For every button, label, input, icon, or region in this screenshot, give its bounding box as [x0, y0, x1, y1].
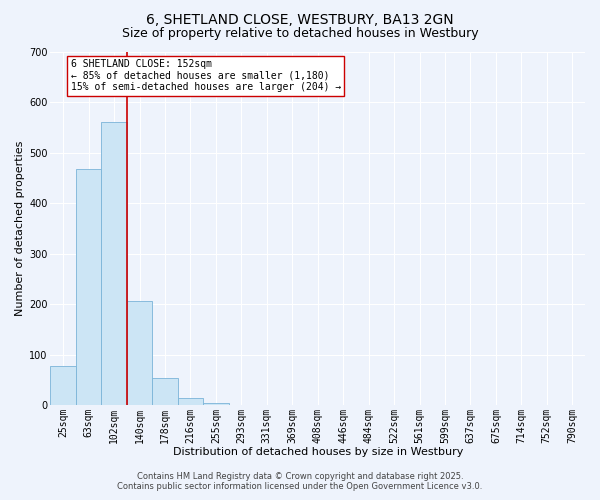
Bar	[50, 366, 76, 406]
Text: 6 SHETLAND CLOSE: 152sqm
← 85% of detached houses are smaller (1,180)
15% of sem: 6 SHETLAND CLOSE: 152sqm ← 85% of detach…	[71, 59, 341, 92]
Text: Contains HM Land Registry data © Crown copyright and database right 2025.
Contai: Contains HM Land Registry data © Crown c…	[118, 472, 482, 491]
Bar	[127, 300, 152, 406]
Bar	[101, 122, 127, 406]
Y-axis label: Number of detached properties: Number of detached properties	[15, 140, 25, 316]
Bar	[76, 169, 101, 406]
Text: Size of property relative to detached houses in Westbury: Size of property relative to detached ho…	[122, 28, 478, 40]
Bar	[152, 378, 178, 406]
Text: 6, SHETLAND CLOSE, WESTBURY, BA13 2GN: 6, SHETLAND CLOSE, WESTBURY, BA13 2GN	[146, 12, 454, 26]
Bar	[178, 398, 203, 406]
Bar	[203, 404, 229, 406]
X-axis label: Distribution of detached houses by size in Westbury: Distribution of detached houses by size …	[173, 448, 463, 458]
